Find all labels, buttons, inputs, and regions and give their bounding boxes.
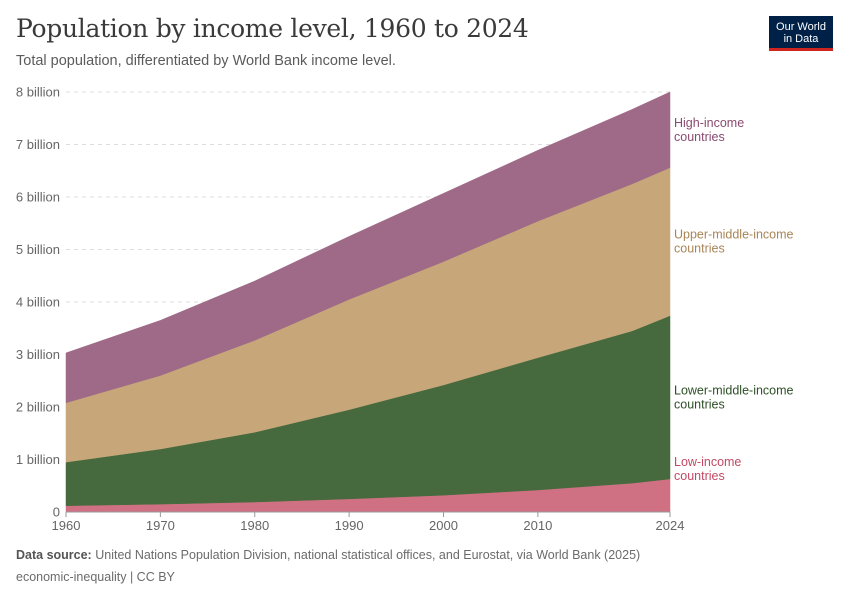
area-high-income-countries — [65, 91, 671, 404]
y-axis-ticks: 0 1 billion 2 billion 3 billion 4 billion 5 b… — [16, 85, 60, 520]
series-label: Lower-middle-income — [674, 383, 794, 397]
series-label: countries — [674, 130, 725, 144]
owid-logo[interactable]: Our World in Data — [769, 16, 833, 51]
x-tick-label: 2024 — [656, 518, 685, 533]
chart-subtitle: Total population, differentiated by Worl… — [16, 53, 396, 69]
y-tick-label: 0 — [53, 505, 60, 520]
x-tick-label: 1980 — [240, 518, 269, 533]
y-tick-label: 6 billion — [16, 190, 60, 205]
x-tick-label: 2000 — [429, 518, 458, 533]
series-label: Upper-middle-income — [674, 228, 794, 242]
data-source-text[interactable]: United Nations Population Division, nati… — [95, 548, 641, 562]
y-tick-label: 2 billion — [16, 400, 60, 415]
series-label: countries — [674, 397, 725, 411]
y-tick-label: 3 billion — [16, 347, 60, 362]
x-tick-label: 1990 — [335, 518, 364, 533]
y-tick-label: 8 billion — [16, 85, 60, 100]
series-label: countries — [674, 469, 725, 483]
x-axis-ticks: 1960 1970 1980 1990 2000 2010 2024 — [52, 511, 685, 533]
logo-line-1: Our World — [776, 21, 826, 33]
footer-tags[interactable]: economic-inequality | CC BY — [16, 570, 175, 584]
data-source-label: Data source: — [16, 548, 92, 562]
series-label: countries — [674, 242, 725, 256]
series-labels: Low-incomecountriesLower-middle-incomeco… — [674, 116, 794, 483]
series-label: Low-income — [674, 455, 741, 469]
chart-title: Population by income level, 1960 to 2024 — [16, 14, 529, 43]
series-label: High-income — [674, 116, 744, 130]
y-tick-label: 1 billion — [16, 452, 60, 467]
area-chart: 0 1 billion 2 billion 3 billion 4 billion 5 b… — [16, 85, 794, 534]
y-tick-label: 7 billion — [16, 137, 60, 152]
x-tick-label: 2010 — [523, 518, 552, 533]
logo-line-2: in Data — [783, 33, 819, 45]
data-source: Data source: United Nations Population D… — [16, 548, 640, 562]
x-tick-label: 1970 — [146, 518, 175, 533]
y-tick-label: 5 billion — [16, 242, 60, 257]
y-tick-label: 4 billion — [16, 295, 60, 310]
stacked-areas — [65, 91, 671, 513]
x-tick-label: 1960 — [52, 518, 81, 533]
